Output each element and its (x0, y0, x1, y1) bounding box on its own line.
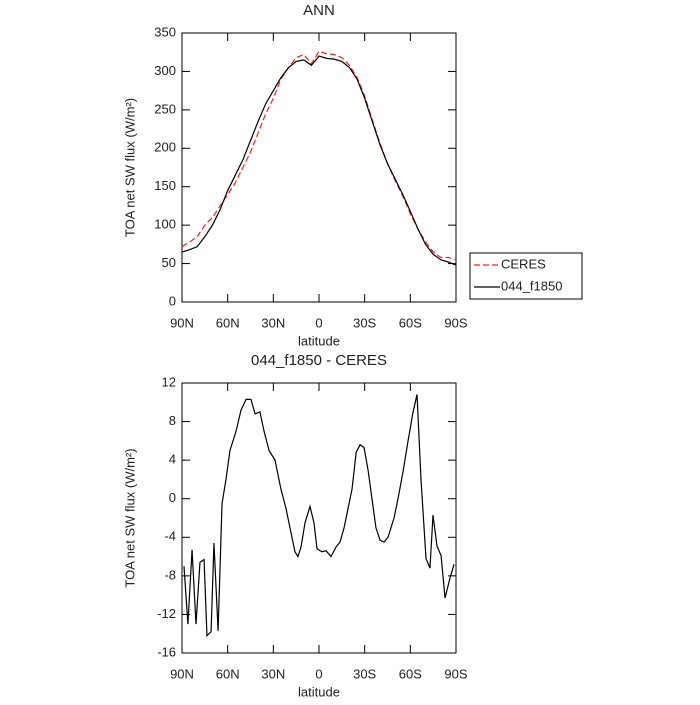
chart-title: ANN (303, 2, 335, 19)
x-tick-label: 30S (353, 666, 376, 681)
x-tick-label: 90S (444, 666, 467, 681)
legend-box (469, 252, 583, 300)
series-line (181, 50, 457, 261)
x-tick-label: 60N (216, 666, 240, 681)
y-tick-label: 12 (162, 374, 176, 389)
x-axis-label: latitude (298, 684, 340, 699)
y-tick-label: 150 (154, 178, 176, 193)
x-tick-label: 0 (315, 315, 322, 330)
x-tick-label: 90N (170, 315, 194, 330)
x-tick-label: 30N (261, 666, 285, 681)
plot-frame (181, 382, 457, 654)
plot: -16 -12 -8 -4 0 4 8 12 90N 60N 30N 0 30S 60S 90S 044_f1… (122, 352, 467, 699)
y-tick-label: 100 (154, 217, 176, 232)
y-tick-label: 4 (169, 452, 176, 467)
y-tick-label: -8 (164, 567, 176, 582)
y-tick-label: 0 (169, 490, 176, 505)
y-axis-label: TOA net SW flux (W/m²) (122, 98, 137, 237)
x-axis-label: latitude (298, 333, 340, 348)
y-axis-label: TOA net SW flux (W/m²) (122, 448, 137, 587)
plot: 0 50 100 150 200 250 300 350 90N 60N 30N 0 30S 60S 90S… (122, 2, 583, 348)
x-tick-label: 60N (216, 315, 240, 330)
y-tick-label: 350 (154, 24, 176, 39)
y-tick-label: 200 (154, 140, 176, 155)
series-line (181, 55, 457, 266)
y-tick-label: 300 (154, 63, 176, 78)
x-tick-label: 30S (353, 315, 376, 330)
y-tick-label: -12 (157, 606, 176, 621)
y-tick-label: 250 (154, 101, 176, 116)
x-tick-label: 60S (399, 315, 422, 330)
y-tick-label: 8 (169, 413, 176, 428)
x-tick-label: 90N (170, 666, 194, 681)
x-tick-label: 60S (399, 666, 422, 681)
plot-frame (181, 32, 457, 303)
legend-label: 044_f1850 (501, 278, 562, 293)
y-tick-label: 50 (162, 255, 176, 270)
x-tick-label: 30N (261, 315, 285, 330)
legend-label: CERES (501, 256, 546, 271)
y-tick-label: -4 (164, 529, 176, 544)
x-tick-label: 90S (444, 315, 467, 330)
y-tick-label: 0 (169, 293, 176, 308)
x-tick-label: 0 (315, 666, 322, 681)
chart-title: 044_f1850 - CERES (251, 352, 387, 369)
y-tick-label: -16 (157, 644, 176, 659)
series-line (183, 394, 455, 637)
